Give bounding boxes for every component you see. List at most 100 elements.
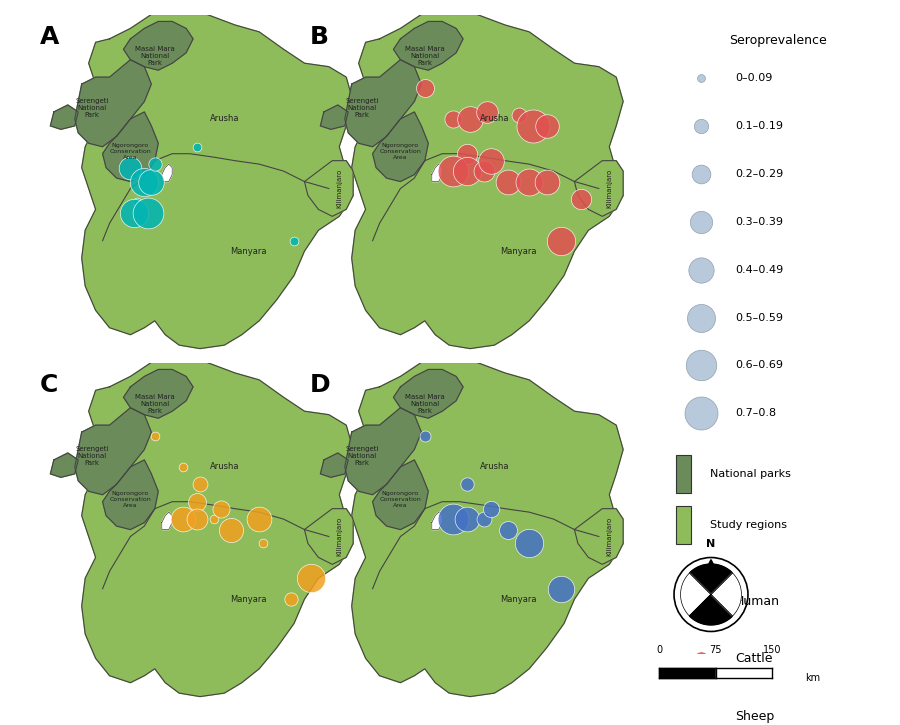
Text: B: B xyxy=(310,25,329,49)
Point xyxy=(446,113,460,125)
Polygon shape xyxy=(162,512,172,529)
Point xyxy=(522,175,536,187)
Polygon shape xyxy=(393,370,464,418)
Polygon shape xyxy=(75,59,151,146)
Text: Serengeti
National
Park: Serengeti National Park xyxy=(346,446,379,466)
Text: Masai Mara
National
Park: Masai Mara National Park xyxy=(405,46,445,66)
Text: Serengeti
National
Park: Serengeti National Park xyxy=(346,98,379,118)
Point xyxy=(304,573,319,584)
Text: Arusha: Arusha xyxy=(480,463,509,471)
Polygon shape xyxy=(574,509,623,564)
Point xyxy=(127,207,141,219)
Point xyxy=(459,513,473,525)
Point xyxy=(252,513,266,525)
Text: Cattle: Cattle xyxy=(734,652,772,666)
Text: Kilimanjaro: Kilimanjaro xyxy=(337,169,342,208)
Text: 0.6–0.69: 0.6–0.69 xyxy=(734,360,783,370)
Point xyxy=(193,478,207,490)
Point xyxy=(148,430,162,442)
Text: Arusha: Arusha xyxy=(210,115,239,123)
Point xyxy=(459,165,473,177)
Text: 0.5–0.59: 0.5–0.59 xyxy=(734,312,783,323)
Point xyxy=(694,710,708,722)
Point xyxy=(694,72,708,84)
Text: Kilimanjaro: Kilimanjaro xyxy=(607,517,612,556)
Text: Manyara: Manyara xyxy=(500,594,537,604)
Polygon shape xyxy=(50,105,78,129)
Point xyxy=(418,82,432,94)
Polygon shape xyxy=(82,362,353,697)
Point xyxy=(189,496,203,507)
Polygon shape xyxy=(345,59,421,146)
Point xyxy=(213,503,228,515)
Point xyxy=(694,407,708,419)
Polygon shape xyxy=(162,164,172,181)
Polygon shape xyxy=(50,453,78,477)
Point xyxy=(539,175,554,187)
Text: Study regions: Study regions xyxy=(710,520,788,530)
Point xyxy=(256,538,270,550)
Polygon shape xyxy=(75,407,151,494)
Point xyxy=(522,538,536,550)
Point xyxy=(481,106,495,117)
Polygon shape xyxy=(373,112,428,181)
Point xyxy=(148,158,162,170)
Point xyxy=(511,109,526,121)
Text: Masai Mara
National
Park: Masai Mara National Park xyxy=(135,46,175,66)
Point xyxy=(694,120,708,132)
Text: Human: Human xyxy=(734,595,779,608)
Text: Serengeti
National
Park: Serengeti National Park xyxy=(76,446,109,466)
Text: 0.4–0.49: 0.4–0.49 xyxy=(734,265,783,275)
Text: 0.3–0.39: 0.3–0.39 xyxy=(734,217,783,227)
Text: Ngorongoro
Conservation
Area: Ngorongoro Conservation Area xyxy=(380,144,421,160)
Text: Manyara: Manyara xyxy=(500,247,537,256)
Point xyxy=(144,175,158,187)
Point xyxy=(463,113,477,125)
Point xyxy=(694,360,708,371)
Polygon shape xyxy=(689,594,733,625)
Point xyxy=(130,196,145,208)
Text: National parks: National parks xyxy=(710,469,791,478)
Point xyxy=(501,523,516,535)
Polygon shape xyxy=(432,512,442,529)
Text: Kilimanjaro: Kilimanjaro xyxy=(607,169,612,208)
Polygon shape xyxy=(574,161,623,216)
Polygon shape xyxy=(680,573,711,616)
Polygon shape xyxy=(304,509,353,564)
Polygon shape xyxy=(103,112,158,181)
Point xyxy=(526,120,540,132)
Text: D: D xyxy=(310,373,330,397)
Text: Masai Mara
National
Park: Masai Mara National Park xyxy=(135,394,175,414)
Point xyxy=(189,141,203,152)
Text: Arusha: Arusha xyxy=(210,463,239,471)
Polygon shape xyxy=(711,573,742,616)
Point xyxy=(694,168,708,180)
Point xyxy=(207,513,221,525)
Text: 0–0.09: 0–0.09 xyxy=(734,73,772,83)
Point xyxy=(694,216,708,228)
Polygon shape xyxy=(352,14,623,349)
Point xyxy=(694,596,708,608)
Point xyxy=(694,653,708,665)
Point xyxy=(176,461,190,473)
Text: 0.2–0.29: 0.2–0.29 xyxy=(734,169,783,179)
Point xyxy=(189,513,203,525)
Polygon shape xyxy=(373,460,428,529)
Polygon shape xyxy=(123,22,194,70)
Text: Ngorongoro
Conservation
Area: Ngorongoro Conservation Area xyxy=(110,492,151,507)
Polygon shape xyxy=(103,460,158,529)
Text: km: km xyxy=(806,674,821,683)
Point xyxy=(446,513,460,525)
Point xyxy=(418,430,432,442)
Polygon shape xyxy=(345,407,421,494)
Point xyxy=(483,155,498,167)
Point xyxy=(137,175,151,187)
Point xyxy=(477,165,491,177)
Polygon shape xyxy=(304,161,353,216)
Point xyxy=(501,175,516,187)
Point xyxy=(539,120,554,132)
Polygon shape xyxy=(82,14,353,349)
Text: Masai Mara
National
Park: Masai Mara National Park xyxy=(405,394,445,414)
Point xyxy=(477,513,491,525)
Point xyxy=(140,207,155,219)
